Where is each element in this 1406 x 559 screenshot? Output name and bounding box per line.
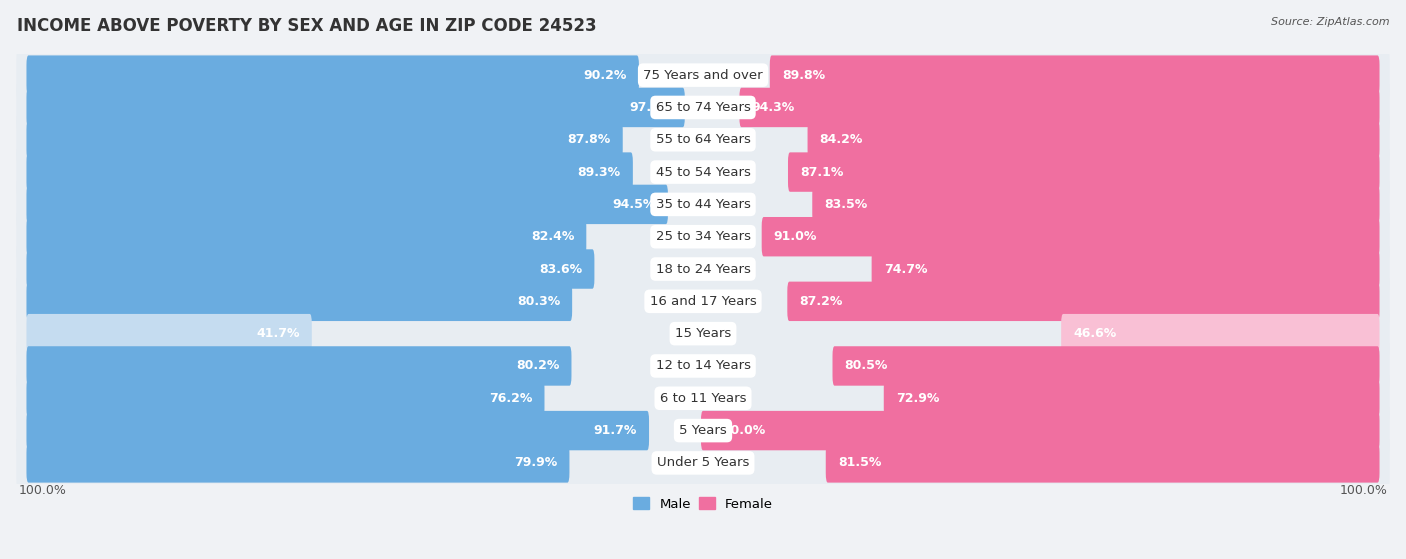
Text: 100.0%: 100.0% <box>1340 484 1388 497</box>
FancyBboxPatch shape <box>17 211 1389 262</box>
FancyBboxPatch shape <box>27 88 685 127</box>
Text: 100.0%: 100.0% <box>18 484 66 497</box>
FancyBboxPatch shape <box>27 217 586 257</box>
Text: 94.3%: 94.3% <box>752 101 794 114</box>
Text: 94.5%: 94.5% <box>613 198 655 211</box>
Text: 82.4%: 82.4% <box>531 230 574 243</box>
FancyBboxPatch shape <box>17 50 1389 100</box>
FancyBboxPatch shape <box>17 341 1389 391</box>
FancyBboxPatch shape <box>17 373 1389 424</box>
Text: 6 to 11 Years: 6 to 11 Years <box>659 392 747 405</box>
FancyBboxPatch shape <box>27 184 668 224</box>
FancyBboxPatch shape <box>17 405 1389 456</box>
FancyBboxPatch shape <box>17 115 1389 165</box>
Text: 97.0%: 97.0% <box>630 101 672 114</box>
FancyBboxPatch shape <box>27 411 650 451</box>
FancyBboxPatch shape <box>17 276 1389 326</box>
FancyBboxPatch shape <box>762 217 1379 257</box>
Text: 87.8%: 87.8% <box>568 133 610 146</box>
FancyBboxPatch shape <box>740 88 1379 127</box>
Text: 55 to 64 Years: 55 to 64 Years <box>655 133 751 146</box>
Text: 76.2%: 76.2% <box>489 392 533 405</box>
Text: 18 to 24 Years: 18 to 24 Years <box>655 263 751 276</box>
FancyBboxPatch shape <box>27 314 312 353</box>
FancyBboxPatch shape <box>702 411 1379 451</box>
FancyBboxPatch shape <box>832 346 1379 386</box>
FancyBboxPatch shape <box>872 249 1379 289</box>
Text: 5 Years: 5 Years <box>679 424 727 437</box>
Text: 41.7%: 41.7% <box>256 327 299 340</box>
FancyBboxPatch shape <box>27 249 595 289</box>
Text: 81.5%: 81.5% <box>838 456 882 470</box>
Text: Source: ZipAtlas.com: Source: ZipAtlas.com <box>1271 17 1389 27</box>
Text: 100.0%: 100.0% <box>713 424 765 437</box>
FancyBboxPatch shape <box>27 443 569 482</box>
Text: 65 to 74 Years: 65 to 74 Years <box>655 101 751 114</box>
Text: 35 to 44 Years: 35 to 44 Years <box>655 198 751 211</box>
Text: 16 and 17 Years: 16 and 17 Years <box>650 295 756 308</box>
FancyBboxPatch shape <box>807 120 1379 159</box>
Text: 80.3%: 80.3% <box>517 295 560 308</box>
FancyBboxPatch shape <box>27 346 571 386</box>
Text: 84.2%: 84.2% <box>820 133 863 146</box>
FancyBboxPatch shape <box>27 55 638 95</box>
FancyBboxPatch shape <box>825 443 1379 482</box>
FancyBboxPatch shape <box>787 153 1379 192</box>
FancyBboxPatch shape <box>884 378 1379 418</box>
FancyBboxPatch shape <box>27 153 633 192</box>
Text: 87.2%: 87.2% <box>800 295 842 308</box>
FancyBboxPatch shape <box>17 438 1389 488</box>
Text: 12 to 14 Years: 12 to 14 Years <box>655 359 751 372</box>
Text: 83.5%: 83.5% <box>824 198 868 211</box>
Text: 15 Years: 15 Years <box>675 327 731 340</box>
Text: 90.2%: 90.2% <box>583 69 627 82</box>
Text: 91.7%: 91.7% <box>593 424 637 437</box>
Text: Under 5 Years: Under 5 Years <box>657 456 749 470</box>
Text: 91.0%: 91.0% <box>773 230 817 243</box>
Text: 45 to 54 Years: 45 to 54 Years <box>655 165 751 178</box>
Text: 87.1%: 87.1% <box>800 165 844 178</box>
Text: 80.2%: 80.2% <box>516 359 560 372</box>
Text: 83.6%: 83.6% <box>538 263 582 276</box>
FancyBboxPatch shape <box>787 282 1379 321</box>
Text: 79.9%: 79.9% <box>515 456 557 470</box>
FancyBboxPatch shape <box>17 179 1389 230</box>
FancyBboxPatch shape <box>17 147 1389 197</box>
Text: 46.6%: 46.6% <box>1073 327 1116 340</box>
Text: INCOME ABOVE POVERTY BY SEX AND AGE IN ZIP CODE 24523: INCOME ABOVE POVERTY BY SEX AND AGE IN Z… <box>17 17 596 35</box>
Text: 89.8%: 89.8% <box>782 69 825 82</box>
Text: 25 to 34 Years: 25 to 34 Years <box>655 230 751 243</box>
Text: 72.9%: 72.9% <box>896 392 939 405</box>
Text: 74.7%: 74.7% <box>884 263 928 276</box>
FancyBboxPatch shape <box>27 120 623 159</box>
FancyBboxPatch shape <box>27 282 572 321</box>
FancyBboxPatch shape <box>1062 314 1379 353</box>
Text: 80.5%: 80.5% <box>845 359 889 372</box>
Text: 75 Years and over: 75 Years and over <box>643 69 763 82</box>
FancyBboxPatch shape <box>813 184 1379 224</box>
FancyBboxPatch shape <box>17 309 1389 359</box>
FancyBboxPatch shape <box>17 82 1389 132</box>
FancyBboxPatch shape <box>769 55 1379 95</box>
Legend: Male, Female: Male, Female <box>627 492 779 516</box>
FancyBboxPatch shape <box>17 244 1389 294</box>
Text: 89.3%: 89.3% <box>578 165 620 178</box>
FancyBboxPatch shape <box>27 378 544 418</box>
